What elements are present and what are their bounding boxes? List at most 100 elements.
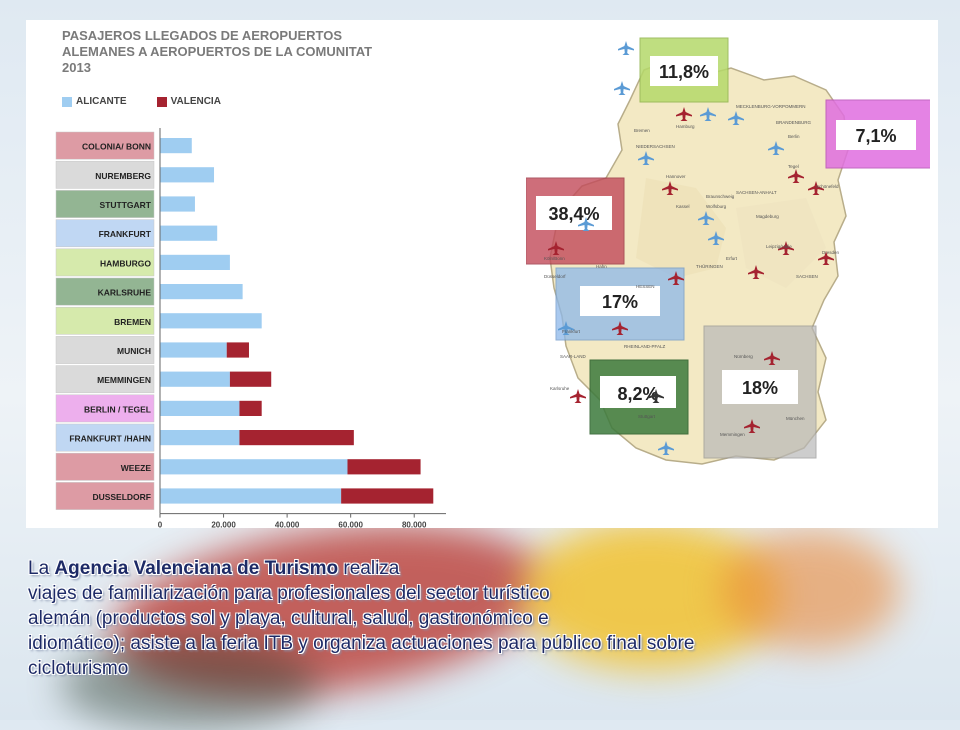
category-label-box — [55, 336, 155, 364]
airplane-markers — [548, 41, 834, 455]
map-place-label: RHEINLAND-PFALZ — [624, 344, 666, 349]
map-percent-frankfurt: 17% — [602, 292, 638, 312]
map-place-label: BRANDENBURG — [776, 120, 812, 125]
airplane-icon — [700, 107, 716, 121]
map-place-label: MECKLENBURG-VORPOMMERN — [736, 104, 806, 109]
map-place-label: Hamburg — [676, 124, 695, 129]
bar-alicante — [160, 400, 240, 416]
bar-alicante — [160, 459, 348, 475]
airplane-icon — [744, 419, 760, 433]
bar-alicante — [160, 225, 218, 241]
chart-legend: ALICANTE VALENCIA — [62, 96, 221, 107]
airplane-icon — [818, 251, 834, 265]
map-place-label: Tegel — [788, 164, 799, 169]
category-label-box — [55, 306, 155, 335]
category-label: COLONIA/ BONN — [82, 142, 151, 152]
legend-label-alicante: ALICANTE — [76, 96, 127, 107]
caption-text: La Agencia Valenciana de Turismo realiza… — [28, 556, 928, 681]
background-shadow — [60, 640, 320, 730]
map-place-label: Stuttgart — [638, 414, 656, 419]
airplane-icon — [764, 351, 780, 365]
bar-valencia — [226, 342, 249, 358]
map-percent-southwest: 8,2% — [617, 384, 658, 404]
map-place-label: Braunschweig — [706, 194, 735, 199]
category-label-box — [55, 248, 155, 277]
caption-line-1-suffix: realiza — [338, 558, 400, 579]
map-percent-berlin: 7,1% — [855, 126, 896, 146]
airplane-icon — [558, 321, 574, 335]
map-place-label: NIEDERSACHSEN — [636, 144, 675, 149]
airplane-icon — [612, 321, 628, 335]
category-label: BREMEN — [114, 317, 151, 327]
map-place-label: München — [786, 416, 805, 421]
map-place-label: Wolfsburg — [706, 204, 727, 209]
category-label: NUREMBERG — [95, 171, 151, 181]
airplane-icon — [548, 241, 564, 255]
caption-line-1: La Agencia Valenciana de Turismo realiza — [28, 556, 928, 581]
map-region-shade — [636, 178, 726, 278]
bar-alicante — [160, 284, 243, 300]
map-place-label: SACHSEN-ANHALT — [736, 190, 777, 195]
map-percent-west: 38,4% — [548, 204, 599, 224]
category-label: FRANKFURT — [99, 229, 152, 239]
caption-line-3: alemán (productos sol y playa, cultural,… — [28, 608, 549, 629]
map-box-west: 38,4% — [526, 177, 625, 265]
map-box-southwest: 8,2% — [589, 359, 689, 435]
legend-item-valencia: VALENCIA — [156, 96, 221, 107]
airplane-icon — [768, 141, 784, 155]
x-tick-label: 0 — [158, 521, 163, 528]
map-place-label: Bremen — [634, 128, 650, 133]
category-label-box — [55, 160, 155, 189]
airplane-icon — [728, 111, 744, 125]
legend-item-alicante: ALICANTE — [62, 96, 127, 107]
map-place-label: Frankfurt — [562, 329, 581, 334]
map-place-label: Magdeburg — [756, 214, 779, 219]
map-percent-north: 11,8% — [659, 62, 709, 82]
bar-valencia — [229, 371, 272, 387]
airplane-icon — [748, 265, 764, 279]
airplane-icon — [618, 41, 634, 55]
category-label: FRANKFURT /HAHN — [69, 434, 151, 444]
map-place-label: Leipzig/Halle — [766, 244, 792, 249]
category-label-box — [55, 365, 155, 394]
bar-alicante — [160, 167, 215, 183]
bar-alicante — [160, 371, 230, 387]
airplane-icon — [788, 169, 804, 183]
x-tick-label: 60.000 — [338, 521, 363, 528]
x-tick-label: 80.000 — [402, 521, 427, 528]
caption-line-5: cicloturismo — [28, 658, 129, 679]
airplane-icon — [658, 441, 674, 455]
airplane-icon — [570, 389, 586, 403]
map-box-berlin: 7,1% — [825, 99, 930, 169]
map-box-north: 11,8% — [639, 37, 729, 103]
category-label: WEEZE — [121, 463, 152, 473]
bar-valencia — [341, 488, 434, 504]
category-label-box — [55, 219, 155, 248]
category-label-box — [55, 190, 155, 218]
bar-alicante — [160, 254, 230, 270]
map-place-label: HESSEN — [636, 284, 655, 289]
category-label-box — [55, 423, 155, 452]
map-place-label: Karlsruhe — [550, 386, 570, 391]
legend-swatch-valencia — [156, 96, 167, 107]
germany-map: 11,8% 7,1% 38,4% 17% 8,2% 18% — [526, 37, 930, 465]
category-label: DUSSELDORF — [92, 492, 151, 502]
map-place-label: THÜRINGEN — [696, 263, 723, 269]
legend-label-valencia: VALENCIA — [170, 96, 221, 107]
airplane-icon — [668, 271, 684, 285]
map-place-label: SACHSEN — [796, 274, 818, 279]
map-place-label: SAAR-LAND — [560, 354, 587, 359]
map-place-label: Kassel — [676, 204, 690, 209]
airplane-icon — [808, 181, 824, 195]
map-place-label: Schönefeld — [816, 184, 839, 189]
airplane-icon — [662, 181, 678, 195]
bar-chart: COLONIA/ BONN NUREMBERG STUTTGART FRANKFURT… — [55, 128, 446, 528]
airplane-icon — [578, 217, 594, 231]
x-tick-label: 40.000 — [275, 521, 300, 528]
content-panel: PASAJEROS LLEGADOS DE AEROPUERTOS ALEMAN… — [26, 20, 938, 528]
map-place-label: Düsseldorf — [544, 274, 566, 279]
bar-alicante — [160, 488, 342, 504]
map-box-frankfurt: 17% — [555, 267, 685, 341]
airplane-icon — [614, 81, 630, 95]
caption-line-2: viajes de familiarización para profesion… — [28, 583, 550, 604]
